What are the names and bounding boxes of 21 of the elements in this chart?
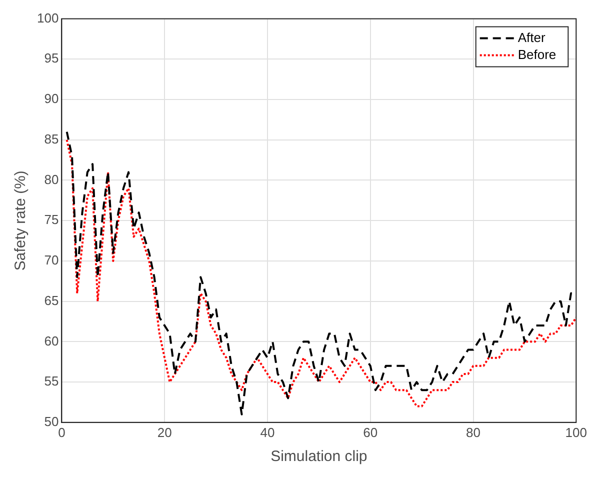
- y-tick-label: 75: [44, 212, 59, 228]
- y-tick-label: 100: [36, 10, 59, 26]
- y-tick-label: 70: [44, 252, 59, 268]
- y-tick-label: 60: [44, 333, 59, 348]
- y-axis-title: Safety rate (%): [12, 170, 30, 271]
- y-tick-label: 55: [44, 374, 59, 389]
- x-tick-label: 40: [260, 424, 275, 440]
- x-tick-label: 80: [466, 424, 480, 440]
- x-tick-label: 100: [565, 424, 588, 440]
- x-axis-title: Simulation clip: [270, 448, 368, 466]
- y-tick-label: 95: [44, 50, 59, 66]
- x-tick-label: 60: [363, 424, 378, 440]
- x-tick-label: 0: [58, 424, 66, 440]
- legend-label: After: [518, 30, 546, 45]
- y-tick-label: 90: [44, 91, 59, 106]
- y-tick-label: 85: [44, 131, 59, 146]
- legend-label: Before: [518, 46, 556, 62]
- y-tick-label: 80: [44, 172, 59, 187]
- y-tick-label: 50: [44, 414, 59, 429]
- y-tick-label: 65: [44, 292, 59, 308]
- x-tick-label: 20: [157, 424, 172, 440]
